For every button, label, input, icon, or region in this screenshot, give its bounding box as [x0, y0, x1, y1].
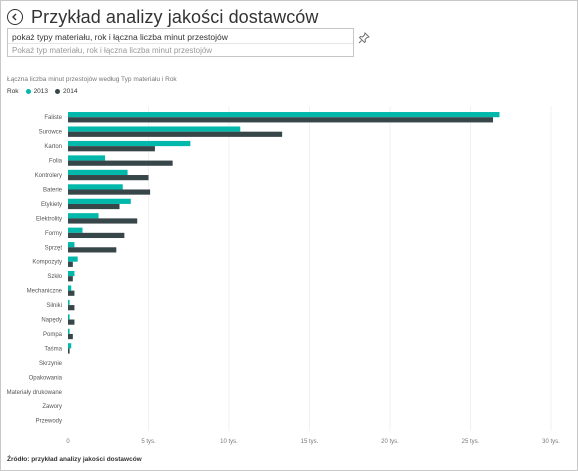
- bar-2013[interactable]: [68, 299, 70, 306]
- bar-2014[interactable]: [68, 175, 149, 181]
- category-label: Zawory: [42, 404, 62, 410]
- bar-2013[interactable]: [68, 126, 241, 132]
- bar-2013[interactable]: [68, 169, 128, 176]
- bar-2013[interactable]: [68, 270, 75, 277]
- bar-2014[interactable]: [68, 333, 73, 340]
- bar-2013[interactable]: [68, 242, 75, 248]
- category-label: Baterie: [43, 187, 63, 193]
- category-label: Napędy: [41, 318, 62, 324]
- source-note: Źródło: przykład analizy jakości dostawc…: [7, 456, 142, 463]
- category-label: Elektrolity: [36, 216, 62, 222]
- category-label: Przewody: [36, 419, 62, 425]
- x-tick-label: 5 tys.: [141, 439, 156, 445]
- category-label: Karton: [44, 144, 62, 150]
- bar-2014[interactable]: [68, 218, 138, 224]
- bar-2014[interactable]: [68, 348, 70, 354]
- category-label: Pompa: [43, 332, 63, 338]
- x-tick-label: 25 tys.: [462, 439, 480, 445]
- bar-2013[interactable]: [68, 184, 123, 190]
- back-arrow-icon[interactable]: [7, 9, 23, 25]
- bar-2013[interactable]: [68, 314, 70, 320]
- bar-2014[interactable]: [68, 117, 494, 123]
- bar-2014[interactable]: [68, 276, 73, 282]
- pin-icon[interactable]: [358, 31, 370, 44]
- legend-title: Rok: [7, 88, 19, 95]
- qa-suggestion[interactable]: Pokaż typ materiału, rok i łączna liczba…: [8, 43, 353, 57]
- bar-2013[interactable]: [68, 328, 70, 334]
- bar-2014[interactable]: [68, 131, 283, 137]
- bar-2014[interactable]: [68, 247, 117, 253]
- legend-item-2013[interactable]: 2013: [25, 88, 49, 95]
- legend-item-2014[interactable]: 2014: [55, 88, 78, 95]
- category-label: Folia: [49, 159, 63, 165]
- legend-dot-2013: [25, 89, 31, 94]
- page-title: Przykład analizy jakości dostawców: [31, 6, 319, 27]
- category-label: Taśma: [44, 346, 62, 352]
- legend-label-2013: 2013: [33, 88, 49, 95]
- bar-2014[interactable]: [68, 232, 125, 239]
- category-label: Szkło: [47, 274, 62, 280]
- category-label: Formy: [45, 231, 62, 237]
- category-label: Opakowania: [29, 375, 63, 381]
- category-label: Etykiety: [41, 202, 62, 208]
- bar-2013[interactable]: [68, 112, 500, 118]
- qa-search-box[interactable]: pokaż typy materiału, rok i łączna liczb…: [7, 28, 354, 57]
- x-tick-label: 0: [66, 439, 70, 445]
- category-label: Kompozyty: [32, 260, 62, 266]
- qa-query-input[interactable]: pokaż typy materiału, rok i łączna liczb…: [12, 32, 228, 42]
- category-label: Materiały drukowane: [7, 390, 63, 396]
- x-tick-label: 15 tys.: [301, 439, 319, 445]
- bar-2014[interactable]: [68, 203, 120, 210]
- category-label: Skrzynie: [39, 361, 63, 367]
- x-tick-label: 30 tys.: [542, 439, 560, 445]
- bar-2014[interactable]: [68, 189, 151, 195]
- x-tick-label: 10 tys.: [220, 439, 238, 445]
- bar-2013[interactable]: [68, 285, 72, 291]
- legend-dot-2014: [55, 89, 61, 94]
- category-label: Silniki: [46, 303, 62, 309]
- bar-2013[interactable]: [68, 198, 131, 204]
- bar-2014[interactable]: [68, 305, 75, 311]
- bar-2013[interactable]: [68, 140, 191, 147]
- legend-label-2014: 2014: [63, 88, 78, 95]
- chart-legend: Rok 2013 2014: [7, 88, 78, 95]
- bar-2013[interactable]: [68, 227, 83, 233]
- category-label: Faliste: [44, 115, 62, 121]
- x-tick-label: 20 tys.: [381, 439, 399, 445]
- bar-2014[interactable]: [68, 160, 173, 166]
- header: Przykład analizy jakości dostawców: [7, 5, 319, 29]
- bar-2014[interactable]: [68, 261, 73, 267]
- bar-2014[interactable]: [68, 146, 155, 152]
- bar-2013[interactable]: [68, 256, 78, 262]
- bar-2013[interactable]: [68, 343, 72, 349]
- chart-title: Łączna liczba minut przestojów według Ty…: [7, 76, 177, 83]
- bar-2013[interactable]: [68, 155, 106, 161]
- category-label: Kontrolery: [35, 173, 62, 179]
- category-label: Sprzęt: [45, 245, 63, 251]
- bar-2014[interactable]: [68, 319, 75, 325]
- bar-2013[interactable]: [68, 213, 99, 219]
- category-label: Mechaniczne: [27, 289, 63, 295]
- bar-chart: 0 5 tys. 10 tys. 15 tys. 20 tys. 25 tys. 30 ty…: [7, 106, 560, 445]
- category-label: Surowce: [39, 130, 63, 136]
- bar-2014[interactable]: [68, 290, 75, 296]
